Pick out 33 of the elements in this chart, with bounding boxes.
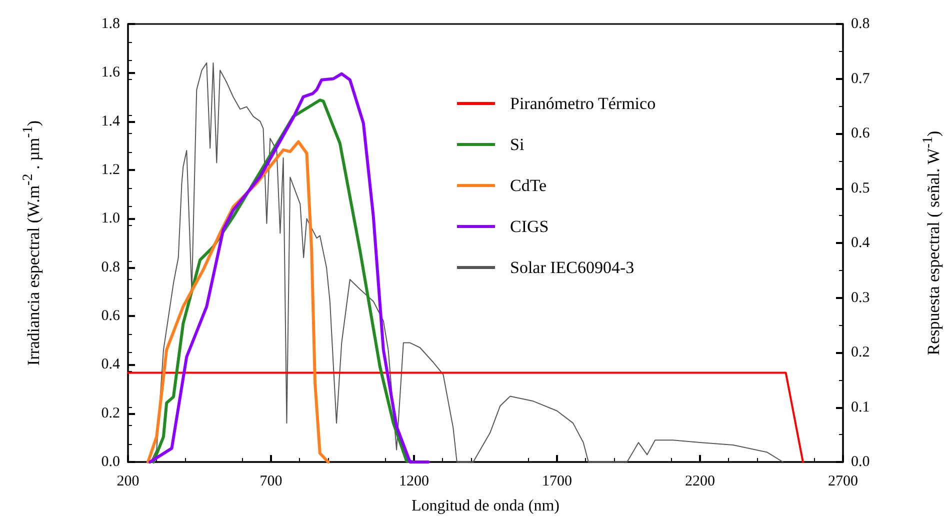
y2-tick-label: 0.6 (851, 126, 870, 142)
y-tick-label: 0.4 (101, 356, 120, 373)
y-tick-label: 0.6 (101, 308, 120, 324)
x-axis-title: Longitud de onda (nm) (412, 498, 560, 514)
y2-tick-label: 0.0 (851, 454, 870, 470)
y-tick-label: 0.8 (101, 259, 120, 276)
y-tick-label: 1.8 (101, 16, 120, 32)
legend-label: CIGS (510, 217, 549, 236)
x-tick-label: 1200 (399, 474, 429, 490)
x-tick-label: 2200 (685, 474, 715, 490)
y-tick-label: 0.2 (101, 405, 120, 422)
x-tick-label: 2700 (828, 474, 858, 490)
y2-tick-label: 0.2 (851, 344, 870, 360)
y2-tick-label: 0.3 (851, 290, 870, 306)
y-tick-label: 1.6 (101, 64, 120, 81)
legend-label: Si (510, 135, 524, 154)
line-series (150, 62, 784, 462)
y-tick-label: 1.4 (101, 113, 120, 130)
y-tick-label: 1.2 (101, 162, 120, 178)
y-tick-label: 0.0 (101, 454, 120, 470)
legend-label: CdTe (510, 176, 547, 195)
y2-tick-label: 0.5 (851, 180, 870, 196)
x-tick-label: 700 (260, 474, 282, 490)
line-series (146, 140, 330, 464)
y2-tick-label: 0.4 (851, 235, 870, 251)
legend-label: Piranómetro Térmico (510, 94, 656, 113)
y-tick-label: 1.0 (101, 210, 120, 227)
y2-tick-label: 0.7 (851, 70, 870, 87)
y2-tick-label: 0.1 (851, 399, 870, 416)
y2-tick-label: 0.8 (851, 16, 870, 32)
x-tick-label: 200 (116, 474, 140, 490)
legend-label: Solar IEC60904-3 (510, 258, 634, 277)
x-tick-label: 1700 (542, 474, 572, 490)
